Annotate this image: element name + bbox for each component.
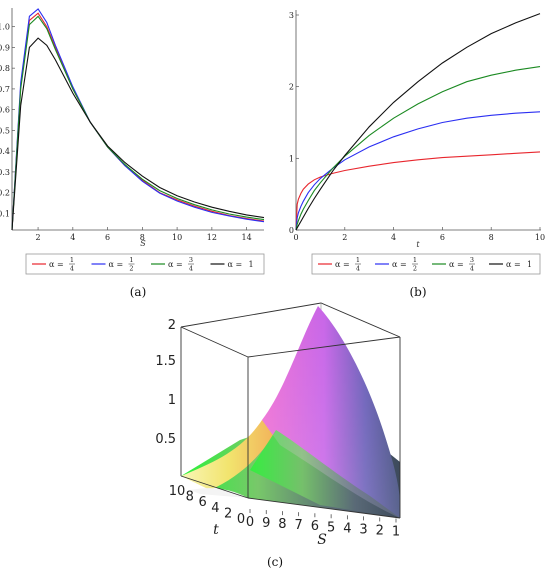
y-tick-label: 0.1 [0, 209, 10, 218]
series-line-4 [11, 37, 265, 231]
y-tick-label: 0.6 [0, 106, 10, 115]
s-tick-label: 0 [246, 515, 254, 530]
x-tick-label: 4 [70, 233, 75, 242]
y-tick-label: 0.7 [0, 85, 10, 94]
caption-a: (a) [130, 285, 147, 299]
s-tick-label: 1 [392, 525, 400, 540]
z-tick-label: 0.5 [155, 432, 176, 447]
legend-denominator: 2 [129, 265, 133, 273]
legend-denominator: 4 [70, 265, 74, 273]
series-line-1 [11, 12, 265, 231]
x-tick-label: 6 [105, 233, 110, 242]
y-tick-label: 2 [289, 83, 294, 92]
legend-numerator: 3 [189, 256, 193, 264]
legend-denominator: 4 [189, 265, 193, 273]
box-front-top-edge [247, 336, 401, 358]
legend-value: 1 [527, 260, 532, 269]
chart-panel-a: 2 4 6 8 10 12 14 0.1 0.2 0.3 0.4 0.5 0.6 0.7 0.8 0.9 1.0… [0, 8, 265, 248]
x-tick-label: 10 [535, 233, 545, 242]
legend-label: α = [392, 260, 407, 269]
surface-panel-c: 0.511.520 9 8 7 6 5 4 3 2 110 8 6 4 2 0 t S [155, 302, 401, 548]
legend-label: α = [228, 260, 243, 269]
box-bottom-left-edge [180, 475, 249, 499]
t-axis-label-c: t [213, 522, 219, 538]
t-tick-label: 2 [224, 506, 232, 521]
surface-yellow-band [181, 420, 276, 490]
s-tick-label: 8 [278, 517, 286, 532]
series-line-1 [295, 151, 541, 231]
x-tick-label: 12 [207, 233, 217, 242]
surface-pale-edge [190, 488, 248, 498]
legend-box-a [25, 253, 265, 275]
s-tick-label: 5 [327, 520, 335, 535]
legend-numerator: 1 [356, 256, 360, 264]
s-tick-label: 2 [376, 523, 384, 538]
t-tick-label: 4 [211, 501, 219, 516]
z-tick-label: 1 [168, 393, 176, 408]
x-axis-label-a: S [140, 239, 146, 248]
box-top-left-edge [180, 326, 249, 358]
x-tick-label: 6 [440, 233, 445, 242]
legend-numerator: 3 [470, 256, 474, 264]
t-tick-label: 0 [237, 512, 245, 527]
y-tick-label: 0.8 [0, 64, 10, 73]
legend-label: α = [335, 260, 350, 269]
legend-label: α = [449, 260, 464, 269]
series-line-3 [295, 66, 541, 231]
y-tick-label: 1.0 [0, 23, 10, 32]
legend-b: α = 14 α = 12 α = 34 α = 1 [311, 253, 541, 275]
legend-label: α = [109, 260, 124, 269]
legend-value: 1 [249, 260, 254, 269]
box-back-top-edge [180, 302, 401, 338]
y-tick-label: 0.3 [0, 168, 10, 177]
legend-denominator: 4 [356, 265, 360, 273]
y-tick-label: 0.5 [0, 126, 10, 135]
x-tick-label: 8 [140, 233, 145, 242]
x-tick-label: 0 [293, 233, 298, 242]
x-tick-label: 2 [36, 233, 41, 242]
legend-denominator: 4 [470, 265, 474, 273]
s-tick-label: 9 [262, 516, 270, 531]
t-tick-label: 6 [198, 495, 206, 510]
surface-shade [262, 306, 400, 518]
x-tick-label: 10 [172, 233, 182, 242]
z-tick-label: 2 [168, 318, 176, 333]
z-tick-label: 1.5 [155, 354, 176, 369]
y-tick-label: 0.4 [0, 147, 10, 156]
y-tick-label: 3 [289, 11, 294, 20]
t-tick-label: 8 [186, 490, 194, 505]
legend-denominator: 2 [413, 265, 417, 273]
y-tick-label: 0 [289, 226, 294, 235]
x-axis-label-b: t [416, 240, 420, 249]
series-line-3 [11, 15, 265, 231]
box-bottom-front-edge [247, 497, 401, 519]
legend-numerator: 1 [413, 256, 417, 264]
x-tick-label: 2 [342, 233, 347, 242]
y-tick-label: 1 [289, 154, 294, 163]
s-axis-label-c: S [317, 532, 327, 548]
y-tick-label: 0.9 [0, 43, 10, 52]
legend-label: α = [49, 260, 64, 269]
legend-numerator: 1 [129, 256, 133, 264]
s-tick-label: 7 [295, 518, 303, 533]
s-tick-label: 3 [359, 522, 367, 537]
caption-c: (c) [267, 555, 283, 569]
legend-box-b [311, 253, 541, 275]
caption-b: (b) [409, 285, 426, 299]
series-line-2 [11, 8, 265, 231]
x-tick-label: 14 [242, 233, 252, 242]
t-tick-label: 10 [169, 484, 186, 499]
x-tick-label: 8 [489, 233, 494, 242]
legend-label: α = [506, 260, 521, 269]
legend-numerator: 1 [70, 256, 74, 264]
legend-a: α = 14 α = 12 α = 34 α = 1 [25, 253, 265, 275]
x-tick-label: 4 [391, 233, 396, 242]
series-line-4 [295, 13, 541, 231]
y-tick-label: 0.2 [0, 189, 10, 198]
s-tick-label: 4 [343, 521, 351, 536]
chart-panel-b: 0 2 4 6 8 10 0 1 2 3 t [289, 10, 545, 249]
legend-label: α = [168, 260, 183, 269]
s-tick-label: 6 [311, 519, 319, 534]
